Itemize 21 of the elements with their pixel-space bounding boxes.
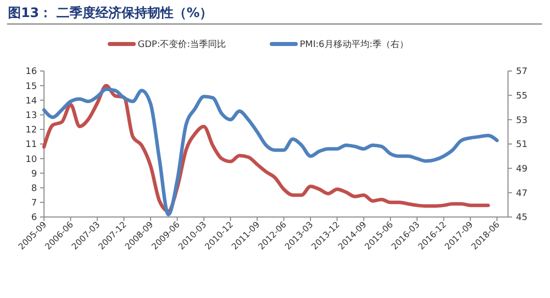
y2-tick-label: 51: [516, 140, 528, 150]
y-tick-label: 11: [26, 140, 37, 150]
y-tick-label: 13: [26, 110, 37, 121]
y-tick-label: 15: [26, 82, 37, 92]
legend-label: PMI:6月移动平均:季（右）: [300, 39, 408, 50]
legend-label: GDP:不变价:当季同比: [138, 39, 226, 50]
y-tick-label: 12: [26, 126, 37, 136]
y2-tick-label: 55: [516, 91, 528, 102]
y2-tick-label: 47: [516, 188, 528, 199]
y2-tick-label: 45: [516, 213, 528, 224]
y2-tick-label: 49: [516, 164, 528, 174]
y-tick-label: 7: [31, 198, 37, 209]
y2-tick-label: 53: [516, 116, 528, 126]
y-tick-label: 8: [31, 184, 38, 194]
y-tick-label: 14: [26, 96, 38, 106]
y-tick-label: 6: [31, 213, 38, 224]
chart-title: 图13： 二季度经济保持韧性（%）: [8, 5, 213, 21]
y-tick-label: 16: [26, 67, 38, 78]
y-tick-label: 9: [31, 169, 38, 180]
y-tick-label: 10: [26, 154, 38, 165]
y2-tick-label: 57: [516, 67, 528, 78]
